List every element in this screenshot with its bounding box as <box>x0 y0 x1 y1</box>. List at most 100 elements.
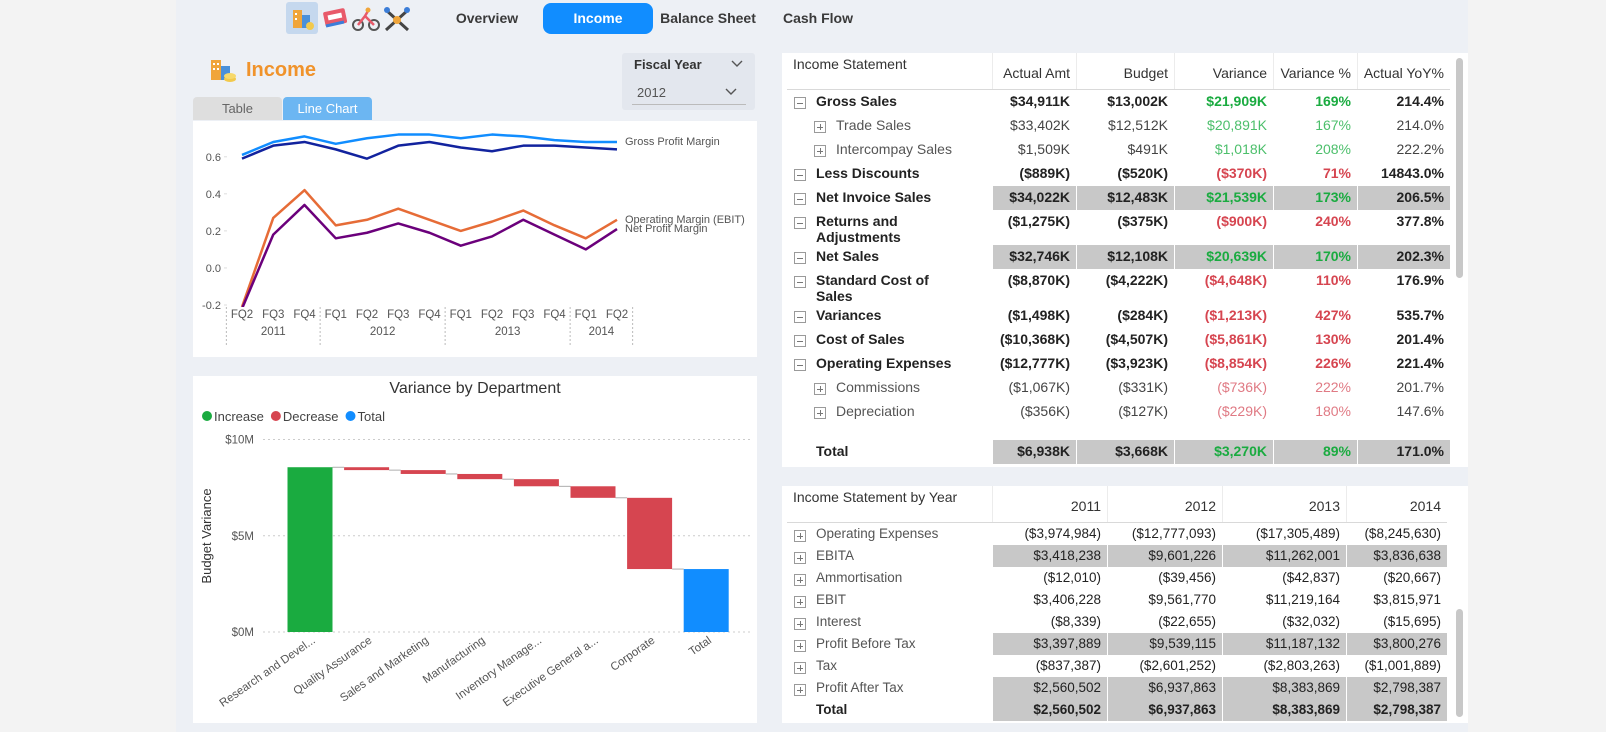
expand-icon[interactable] <box>794 530 806 542</box>
legend-label: Increase <box>214 409 264 424</box>
scrollbar[interactable] <box>1456 58 1463 278</box>
table-cell: ($22,655) <box>1158 614 1216 629</box>
toggle-button[interactable]: Table <box>193 97 282 120</box>
row-label-cell: Depreciation <box>787 400 992 424</box>
table-cell: ($900K) <box>1216 213 1267 229</box>
x-tick-label: Executive General a... <box>501 635 601 710</box>
legend-label: Total <box>358 409 386 424</box>
line-series <box>240 188 618 307</box>
table-cell: $9,601,226 <box>1107 545 1222 567</box>
table-cell: $34,911K <box>1010 93 1070 109</box>
expand-icon[interactable] <box>794 552 806 564</box>
table-cell: 147.6% <box>1396 403 1444 419</box>
expand-icon[interactable] <box>794 97 806 109</box>
table-cell: 71% <box>1322 165 1351 181</box>
table-cell: 206.5% <box>1357 186 1450 210</box>
table-cell: $2,798,387 <box>1346 699 1447 721</box>
table-cell: 214.4% <box>1396 93 1444 109</box>
x-tick-label: Total <box>687 635 714 659</box>
expand-icon[interactable] <box>794 311 806 323</box>
table-cell: ($4,648K) <box>1204 272 1267 288</box>
table-row: Gross Sales $34,911K $13,002K $21,909K 169% 2… <box>787 90 1450 114</box>
table-cell: ($370K) <box>1216 165 1267 181</box>
expand-icon[interactable] <box>794 335 806 347</box>
line-series <box>241 133 617 157</box>
income-by-year-table: Income Statement by Year 2011 2012 2013 2014… <box>782 486 1468 723</box>
expand-icon[interactable] <box>794 640 806 652</box>
legend-label: Decrease <box>283 409 339 424</box>
row-label-cell: EBITA <box>787 545 992 567</box>
expand-icon[interactable] <box>794 662 806 674</box>
table-cell: ($39,456) <box>1158 570 1216 585</box>
table-cell: $6,938K <box>992 440 1076 464</box>
expand-icon[interactable] <box>794 618 806 630</box>
row-label-cell: Operating Expenses <box>787 352 992 376</box>
expand-icon[interactable] <box>794 684 806 696</box>
table-cell: ($127K) <box>1118 403 1168 419</box>
expand-icon[interactable] <box>794 193 806 205</box>
series-end-label: Gross Profit Margin <box>625 136 720 148</box>
nav-icon-balance[interactable] <box>323 8 348 28</box>
nav-tab[interactable]: Overview <box>455 10 519 26</box>
table-cell: ($8,245,630) <box>1364 526 1441 541</box>
y-tick-label: $0M <box>232 627 254 639</box>
table-cell: ($10,368K) <box>999 331 1070 347</box>
table-row: Tax ($837,387) ($2,601,252) ($2,803,263) ($1… <box>787 655 1447 677</box>
nav-icon-income[interactable] <box>293 10 314 30</box>
table-row: Intercompay Sales $1,509K $491K $1,018K 208%… <box>787 138 1450 162</box>
row-label: Standard Cost of Sales <box>816 272 929 304</box>
expand-icon[interactable] <box>794 252 806 264</box>
expand-icon[interactable] <box>794 574 806 586</box>
table: Income Statement by Year 2011 2012 2013 2014… <box>787 486 1447 723</box>
table-body: Gross Sales $34,911K $13,002K $21,909K 169% 2… <box>787 90 1450 440</box>
nav-tab[interactable]: Income <box>543 3 653 34</box>
nav-icon-cashflow[interactable] <box>352 7 380 31</box>
slicer-dropdown[interactable]: 2012 <box>632 80 746 105</box>
table-cell: $9,539,115 <box>1107 633 1222 655</box>
toggle-button[interactable]: Line Chart <box>283 97 372 120</box>
nav-tab[interactable]: Balance Sheet <box>660 10 756 26</box>
expand-icon[interactable] <box>814 383 826 395</box>
table-cell: $6,937,863 <box>1107 677 1222 699</box>
nav-icon-other[interactable] <box>384 7 410 32</box>
table-cell: ($1,001,889) <box>1364 658 1441 673</box>
x-tick-label: FQ2 <box>231 309 253 321</box>
row-label-cell: Cost of Sales <box>787 328 992 352</box>
x-tick-label: FQ2 <box>481 309 503 321</box>
series-end-label: Net Profit Margin <box>625 223 708 235</box>
expand-icon[interactable] <box>794 169 806 181</box>
row-label: Operating Expenses <box>816 526 939 541</box>
table-cell: $8,383,869 <box>1222 677 1346 699</box>
row-label: Interest <box>816 614 862 629</box>
row-label-cell: Net Invoice Sales <box>787 186 992 210</box>
row-label: Gross Sales <box>816 93 897 109</box>
fiscal-year-slicer: Fiscal Year 2012 <box>622 53 755 110</box>
table-cell: ($229K) <box>1217 403 1267 419</box>
expand-icon[interactable] <box>794 217 806 229</box>
line-series <box>241 140 618 160</box>
table-cell: ($4,507K) <box>1105 331 1168 347</box>
row-label-cell: Commissions <box>787 376 992 400</box>
nav-tab[interactable]: Cash Flow <box>782 10 853 26</box>
scrollbar[interactable] <box>1456 609 1463 717</box>
bar <box>683 569 729 632</box>
row-label: Returns and Adjustments <box>816 213 901 245</box>
column-header: 2014 <box>1346 486 1447 522</box>
table-cell: $3,836,638 <box>1346 545 1447 567</box>
table-cell: $1,509K <box>1017 141 1070 157</box>
expand-icon[interactable] <box>794 359 806 371</box>
table-cell: $11,187,132 <box>1222 633 1346 655</box>
table-row: Total $2,560,502 $6,937,863 $8,383,869 $2,79… <box>787 699 1447 721</box>
expand-icon[interactable] <box>814 407 826 419</box>
expand-icon[interactable] <box>794 596 806 608</box>
table-cell: 169% <box>1315 93 1351 109</box>
bar <box>627 497 673 570</box>
expand-icon[interactable] <box>794 276 806 288</box>
row-label-cell: Profit After Tax <box>787 677 992 699</box>
table-cell: ($356K) <box>1020 403 1070 419</box>
table-cell: 130% <box>1315 331 1351 347</box>
table-row: Interest ($8,339) ($22,655) ($32,032) ($15,6… <box>787 611 1447 633</box>
expand-icon[interactable] <box>814 145 826 157</box>
expand-icon[interactable] <box>814 121 826 133</box>
